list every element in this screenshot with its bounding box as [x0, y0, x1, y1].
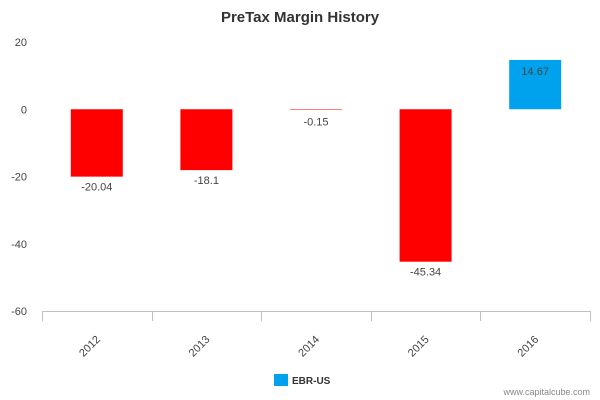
data-labels: -20.04 -18.1 -0.15 -45.34 14.67: [81, 66, 549, 279]
data-label-2013: -18.1: [194, 175, 219, 187]
data-label-2015: -45.34: [410, 267, 441, 279]
chart-title: PreTax Margin History: [221, 9, 380, 26]
x-tick-label: 2016: [516, 334, 542, 360]
bar-2012[interactable]: [70, 109, 123, 177]
y-axis: 20 0 -20 -40 -60: [11, 37, 27, 318]
data-label-2012: -20.04: [81, 182, 112, 194]
x-tick-label: 2013: [187, 334, 213, 360]
legend-label: EBR-US: [292, 376, 331, 387]
x-tick-label: 2014: [296, 334, 322, 360]
bar-series: [70, 59, 562, 262]
x-axis: 2012 2013 2014 2015 2016: [42, 311, 591, 359]
legend-swatch: [274, 374, 288, 386]
data-label-2016: 14.67: [521, 66, 549, 78]
data-label-2014: -0.15: [303, 116, 328, 128]
y-tick-label: 20: [15, 37, 27, 49]
x-tick-label: 2012: [77, 334, 103, 360]
credit-text: www.capitalcube.com: [502, 387, 590, 397]
bar-2015[interactable]: [399, 109, 452, 262]
y-tick-label: 0: [21, 104, 27, 116]
y-tick-label: -40: [11, 239, 27, 251]
bar-2013[interactable]: [180, 109, 233, 171]
y-tick-label: -20: [11, 172, 27, 184]
legend[interactable]: EBR-US: [274, 374, 331, 387]
x-tick-label: 2015: [406, 334, 432, 360]
bar-2014[interactable]: [290, 109, 342, 110]
y-tick-label: -60: [11, 306, 27, 318]
bar-2016[interactable]: [509, 59, 562, 110]
